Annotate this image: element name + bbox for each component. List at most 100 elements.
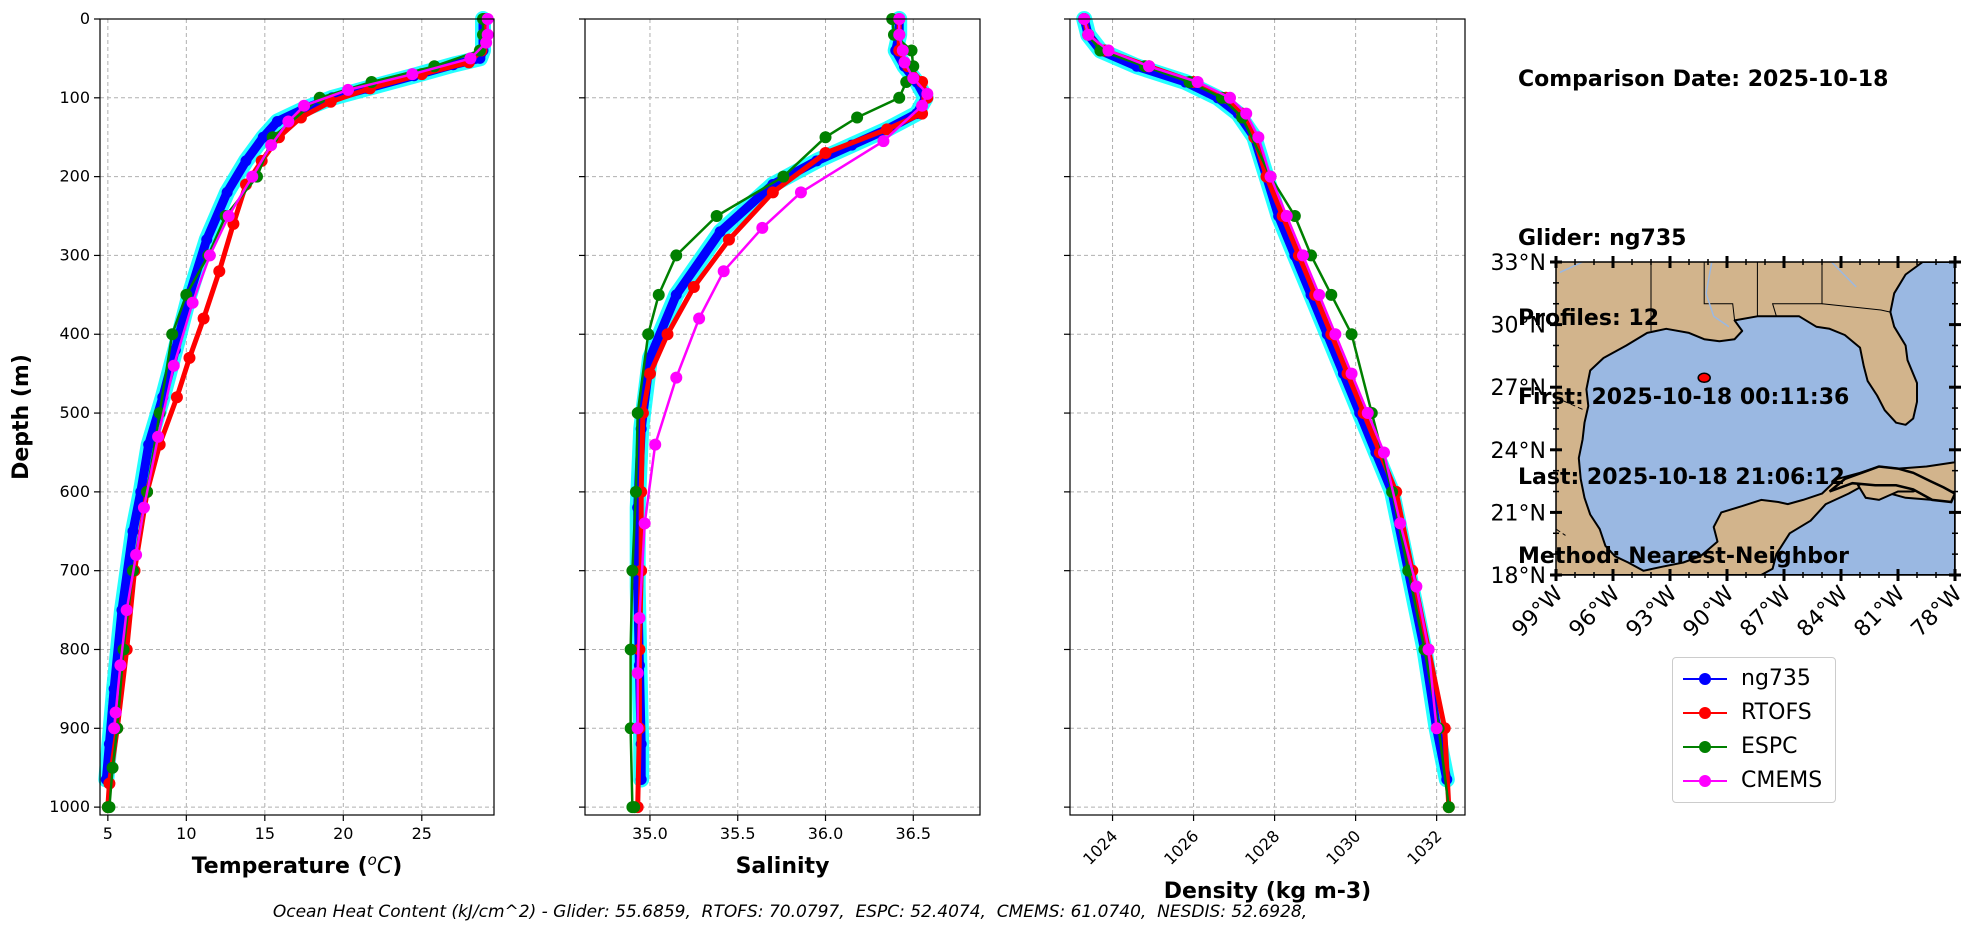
river: [1559, 262, 1583, 274]
series-line-ng735: [1079, 14, 1452, 784]
data-point-espc: [819, 131, 832, 144]
data-point-ng735: [644, 352, 656, 364]
data-point-cmems: [108, 722, 121, 735]
y-tick-label: 600: [59, 482, 90, 501]
data-point-espc: [905, 44, 918, 57]
data-point-cmems: [120, 604, 133, 617]
data-point-rtofs: [197, 312, 210, 325]
data-point-cmems: [717, 265, 730, 278]
data-point-cmems: [649, 438, 662, 451]
data-point-rtofs: [643, 367, 656, 380]
x-axis-label: Density (kg m-3): [1164, 879, 1372, 904]
map-lat-label: 18°N: [1491, 564, 1546, 589]
map-lat-label: 24°N: [1491, 439, 1546, 464]
x-axis-label: Temperature (oC): [192, 851, 403, 879]
data-point-espc: [631, 407, 644, 420]
glider-profile-envelope: [1076, 11, 1455, 788]
data-point-cmems: [1102, 44, 1115, 57]
data-point-cmems: [794, 186, 807, 199]
data-point-cmems: [1191, 76, 1204, 89]
data-point-cmems: [896, 44, 909, 57]
data-point-cmems: [1082, 28, 1095, 41]
legend-label: ng735: [1741, 666, 1811, 691]
data-point-espc: [626, 564, 639, 577]
river: [1705, 262, 1730, 328]
country-border: [1556, 528, 1566, 536]
plot-frame: [1069, 18, 1466, 816]
map-lon-label: 78°W: [1907, 581, 1968, 642]
data-point-espc: [851, 111, 864, 124]
data-point-ng735: [714, 226, 726, 238]
data-point-espc: [628, 801, 641, 814]
legend-label: CMEMS: [1741, 768, 1823, 793]
data-point-rtofs: [103, 777, 116, 790]
data-point-rtofs: [661, 328, 674, 341]
data-point-cmems: [898, 56, 911, 69]
map-lat-label: 27°N: [1491, 376, 1546, 401]
data-point-cmems: [631, 667, 644, 680]
data-point-espc: [652, 288, 665, 301]
data-point-rtofs: [880, 123, 893, 136]
data-point-rtofs: [170, 391, 183, 404]
data-point-cmems: [186, 296, 199, 309]
data-point-ng735: [257, 131, 269, 143]
y-tick-label: 100: [59, 88, 90, 107]
data-point-cmems: [130, 548, 143, 561]
legend-entry-ng735: ng735: [1683, 664, 1833, 694]
y-tick-label: 400: [59, 324, 90, 343]
x-tick-label: 20: [333, 824, 353, 843]
data-point-cmems: [342, 83, 355, 96]
data-point-cmems: [1329, 328, 1342, 341]
map-lat-label: 21°N: [1491, 501, 1546, 526]
y-tick-label: 200: [59, 167, 90, 186]
data-point-cmems: [114, 659, 127, 672]
data-point-ng735: [143, 439, 155, 451]
data-point-espc: [1345, 328, 1358, 341]
data-point-espc: [670, 249, 683, 262]
data-point-cmems: [406, 68, 419, 81]
data-point-espc: [624, 643, 637, 656]
x-tick-label: 15: [255, 824, 275, 843]
x-tick-label: 35.5: [720, 824, 756, 843]
data-point-cmems: [877, 135, 890, 148]
profile-panel-2: 35.0 35.5 36.0 36.5 Salinity: [579, 11, 981, 879]
data-point-cmems: [756, 221, 769, 234]
data-point-rtofs: [213, 265, 226, 278]
x-tick-label: 1026: [1160, 826, 1202, 868]
data-point-cmems: [137, 501, 150, 514]
data-point-cmems: [480, 36, 493, 49]
legend-marker: [1699, 707, 1711, 719]
data-point-cmems: [167, 359, 180, 372]
data-point-espc: [117, 643, 130, 656]
legend-marker: [1699, 775, 1711, 787]
x-tick-label: 1024: [1079, 826, 1121, 868]
map-lat-label: 33°N: [1491, 251, 1546, 276]
data-point-cmems: [893, 28, 906, 41]
info-line: Method: Nearest-Neighbor: [1518, 544, 1849, 569]
series-line-cmems: [1082, 18, 1438, 729]
y-tick-label: 1000: [49, 797, 90, 816]
info-line: Comparison Date: 2025-10-18: [1518, 67, 1889, 92]
country-border: [1556, 397, 1585, 411]
x-axis-label: Salinity: [736, 854, 830, 879]
data-point-espc: [893, 91, 906, 104]
x-tick-label: 35.0: [632, 824, 668, 843]
map-content: [1556, 262, 1955, 575]
plot-frame: [99, 18, 495, 816]
data-point-espc: [629, 485, 642, 498]
data-point-espc: [642, 328, 655, 341]
y-tick-label: 0: [80, 9, 90, 28]
data-point-espc: [101, 801, 114, 814]
data-point-cmems: [1422, 643, 1435, 656]
y-tick-label: 900: [59, 718, 90, 737]
profile-panel-3: 1024 1026 1028 1030 1032 Density (kg m-3): [1064, 11, 1466, 904]
data-point-cmems: [1394, 517, 1407, 530]
data-point-cmems: [1264, 170, 1277, 183]
legend-entry-cmems: CMEMS: [1683, 766, 1833, 796]
x-tick-label: 25: [412, 824, 432, 843]
data-point-cmems: [1410, 580, 1423, 593]
x-tick-label: 1030: [1322, 826, 1364, 868]
data-point-cmems: [222, 210, 235, 223]
y-tick-label: 700: [59, 561, 90, 580]
